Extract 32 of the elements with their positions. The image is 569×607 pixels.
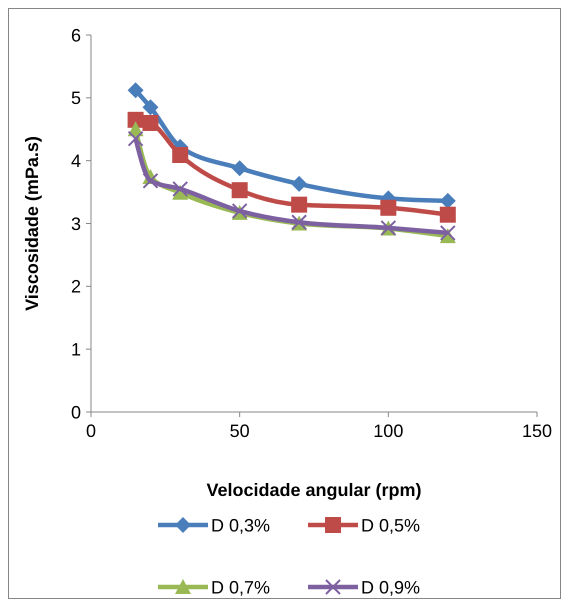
x-tick-label: 50 [230,421,250,441]
point [142,172,158,189]
point [128,130,144,147]
point [232,182,248,198]
point [291,196,308,213]
legend-label: D 0,5% [361,515,420,536]
y-tick-label: 6 [70,25,81,46]
y-tick-label: 4 [70,150,81,171]
point [291,176,308,192]
point [232,160,248,176]
point [440,206,456,223]
y-tick-label: 1 [70,339,81,360]
point [142,114,158,131]
x-axis-title: Velocidade angular (rpm) [206,480,422,500]
x-tick-label: 0 [86,421,96,441]
point [128,82,144,98]
y-tick-label: 5 [70,88,81,108]
y-tick-label: 2 [70,276,81,297]
x-tick-label: 150 [522,421,552,441]
point [172,180,188,197]
y-axis-title: Viscosidade (mPa.s) [22,136,42,311]
y-tick-label: 3 [70,214,81,234]
legend-label: D 0,9% [361,577,420,598]
point [142,99,158,116]
point [172,147,188,164]
x-tick-label: 100 [373,421,404,441]
point [440,192,456,209]
point [380,200,396,216]
legend-label: D 0,7% [211,577,270,598]
legend-label: D 0,3% [211,515,270,536]
y-tick-label: 0 [70,402,81,422]
point [440,224,456,241]
